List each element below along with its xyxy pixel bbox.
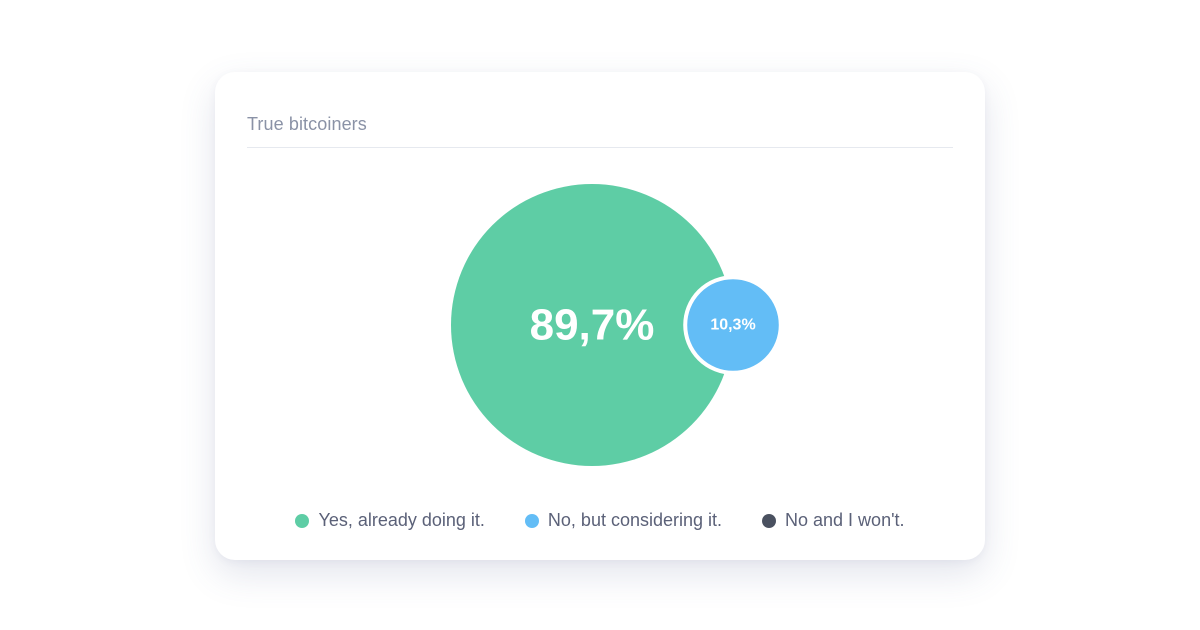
bubble-considering[interactable] bbox=[683, 275, 783, 375]
legend-item-considering[interactable]: No, but considering it. bbox=[524, 510, 723, 531]
bubble-chart: 89,7% 10,3% bbox=[451, 184, 783, 466]
chart-legend: Yes, already doing it. No, but consideri… bbox=[215, 510, 985, 531]
chart-title: True bitcoiners bbox=[247, 114, 367, 134]
bubble-yes[interactable] bbox=[451, 184, 733, 466]
title-divider bbox=[247, 147, 953, 148]
legend-item-yes[interactable]: Yes, already doing it. bbox=[295, 510, 485, 531]
bubble-label-considering: 10,3% bbox=[710, 317, 755, 334]
legend-dot-wont bbox=[762, 513, 777, 528]
legend-item-wont[interactable]: No and I won't. bbox=[762, 510, 905, 531]
legend-label-yes: Yes, already doing it. bbox=[318, 510, 485, 530]
chart-card: True bitcoiners 89,7% 10,3% Yes, already … bbox=[215, 72, 985, 560]
legend-label-considering: No, but considering it. bbox=[547, 510, 723, 530]
bubble-label-yes: 89,7% bbox=[530, 301, 655, 350]
legend-dot-yes bbox=[295, 513, 310, 528]
legend-label-wont: No and I won't. bbox=[785, 510, 905, 530]
legend-dot-considering bbox=[524, 513, 539, 528]
